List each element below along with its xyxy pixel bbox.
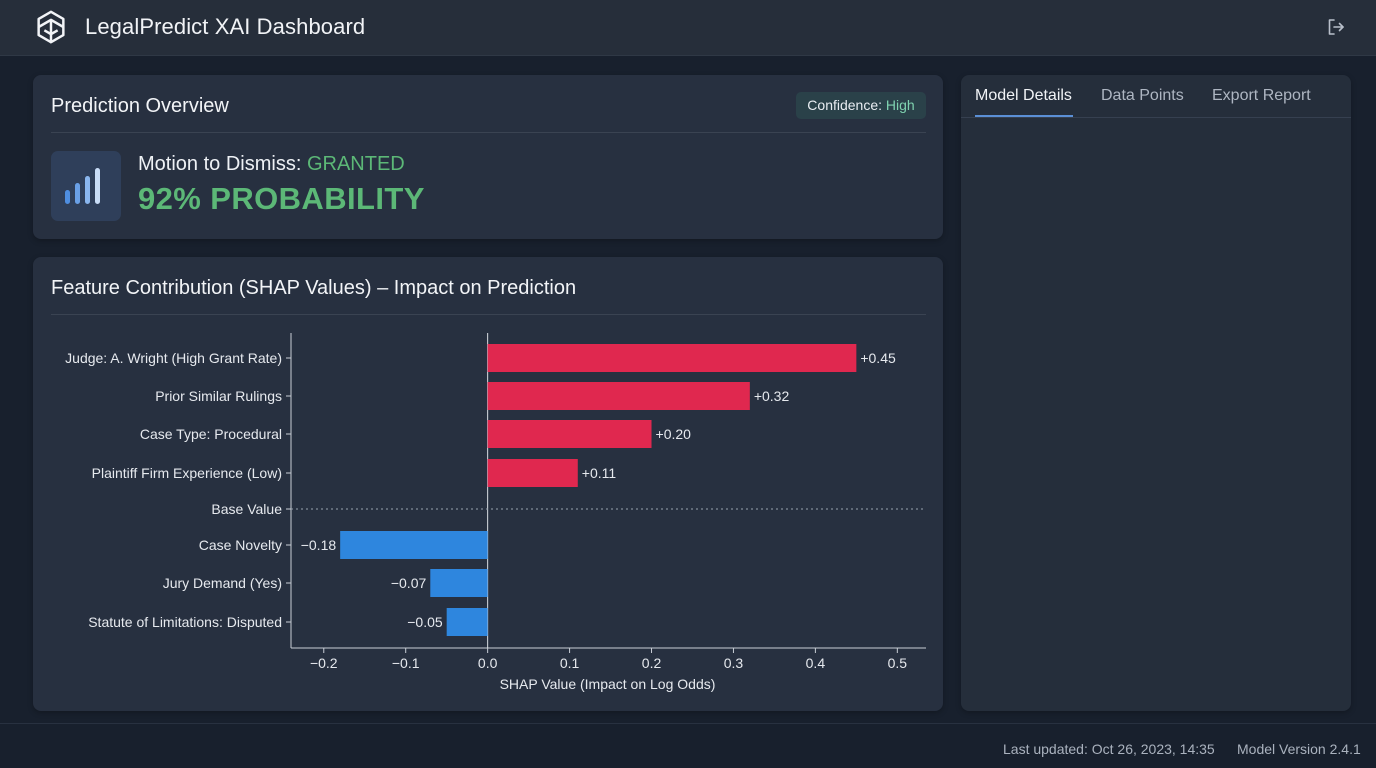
prediction-overview-card: Prediction Overview Confidence: High Mot… xyxy=(33,75,943,239)
tab-model-details[interactable]: Model Details xyxy=(975,87,1072,104)
active-tab-indicator xyxy=(975,115,1073,117)
last-updated: Last updated: Oct 26, 2023, 14:35 xyxy=(1003,741,1215,757)
bar-value-label: +0.45 xyxy=(860,350,896,366)
top-bar: LegalPredict XAI Dashboard xyxy=(0,0,1376,56)
motion-result: Motion to Dismiss: GRANTED xyxy=(138,153,405,176)
bar-value-label: −0.07 xyxy=(391,575,427,591)
positive-bar xyxy=(487,344,857,372)
tab-export-report[interactable]: Export Report xyxy=(1212,87,1311,104)
bar-value-label: −0.05 xyxy=(407,614,443,630)
motion-outcome: GRANTED xyxy=(306,153,405,175)
app-title: LegalPredict XAI Dashboard xyxy=(85,14,366,39)
bar-value-label: −0.18 xyxy=(301,537,337,553)
openai-knot-logo-icon xyxy=(37,10,65,44)
x-tick-label: 0.2 xyxy=(642,655,662,671)
positive-bar xyxy=(487,382,750,410)
side-panel-tabs: Model Details Data Points Export Report xyxy=(961,75,1351,118)
y-tick-label: Statute of Limitations: Disputed xyxy=(88,614,282,630)
bar-value-label: +0.11 xyxy=(582,465,617,481)
shap-bar-chart: Judge: A. Wright (High Grant Rate) +0.45 P… xyxy=(65,333,926,692)
confidence-badge: Confidence: High xyxy=(796,92,926,119)
positive-bar xyxy=(487,459,578,487)
x-tick-label: 0.0 xyxy=(478,655,498,671)
model-version: Model Version 2.4.1 xyxy=(1237,741,1361,757)
confidence-value: High xyxy=(885,97,915,113)
logout-icon[interactable] xyxy=(1326,17,1346,37)
overview-divider xyxy=(51,132,926,133)
motion-label: Motion to Dismiss: xyxy=(138,153,302,175)
y-tick-label: Judge: A. Wright (High Grant Rate) xyxy=(65,350,282,366)
x-tick-label: 0.5 xyxy=(888,655,908,671)
negative-bar xyxy=(340,531,488,559)
prediction-icon-box xyxy=(51,151,121,221)
y-tick-label: Base Value xyxy=(211,501,282,517)
negative-bar xyxy=(446,608,488,636)
y-tick-label: Jury Demand (Yes) xyxy=(163,575,282,591)
x-tick-label: 0.1 xyxy=(560,655,580,671)
tab-data-points[interactable]: Data Points xyxy=(1101,87,1184,104)
x-tick-label: 0.3 xyxy=(724,655,744,671)
x-axis-label: SHAP Value (Impact on Log Odds) xyxy=(500,676,716,692)
shap-divider xyxy=(51,314,926,315)
bar-value-label: +0.32 xyxy=(754,388,790,404)
y-tick-label: Prior Similar Rulings xyxy=(155,388,282,404)
negative-bar xyxy=(430,569,488,597)
confidence-label: Confidence: xyxy=(807,97,883,113)
y-tick-label: Plaintiff Firm Experience (Low) xyxy=(92,465,282,481)
prediction-overview-title: Prediction Overview xyxy=(51,95,229,117)
shap-card: Feature Contribution (SHAP Values) – Imp… xyxy=(33,257,943,711)
footer: Last updated: Oct 26, 2023, 14:35 Model … xyxy=(0,723,1376,768)
x-tick-label: −0.1 xyxy=(392,655,420,671)
side-panel: Model Details Data Points Export Report xyxy=(961,75,1351,711)
y-tick-label: Case Type: Procedural xyxy=(140,426,282,442)
shap-title: Feature Contribution (SHAP Values) – Imp… xyxy=(51,277,577,299)
x-tick-label: 0.4 xyxy=(806,655,826,671)
x-tick-label: −0.2 xyxy=(310,655,338,671)
probability-text: 92% PROBABILITY xyxy=(138,181,425,216)
positive-bar xyxy=(487,420,652,448)
bar-signal-icon xyxy=(65,168,100,204)
y-tick-label: Case Novelty xyxy=(199,537,282,553)
bar-value-label: +0.20 xyxy=(656,426,692,442)
